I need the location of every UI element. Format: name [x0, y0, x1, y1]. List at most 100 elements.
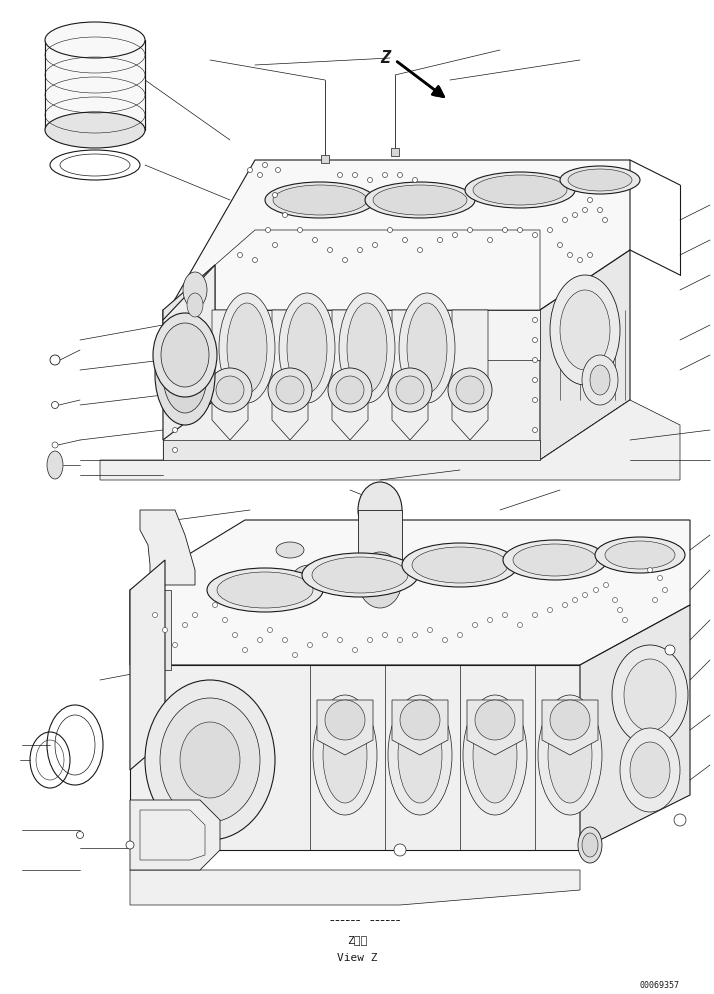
- Circle shape: [665, 645, 675, 655]
- Ellipse shape: [265, 182, 375, 218]
- Ellipse shape: [187, 293, 203, 317]
- Polygon shape: [540, 250, 630, 460]
- Circle shape: [258, 637, 263, 642]
- Circle shape: [583, 208, 588, 213]
- Ellipse shape: [325, 700, 365, 740]
- Polygon shape: [100, 400, 680, 480]
- Ellipse shape: [578, 827, 602, 863]
- Circle shape: [52, 442, 58, 448]
- Polygon shape: [452, 310, 488, 440]
- Ellipse shape: [560, 166, 640, 194]
- Circle shape: [338, 637, 343, 642]
- Ellipse shape: [183, 272, 207, 308]
- Ellipse shape: [595, 537, 685, 573]
- Circle shape: [313, 238, 318, 243]
- Circle shape: [308, 642, 313, 647]
- Ellipse shape: [624, 659, 676, 731]
- Ellipse shape: [475, 700, 515, 740]
- Circle shape: [653, 597, 658, 602]
- Polygon shape: [580, 605, 690, 850]
- Ellipse shape: [399, 293, 455, 403]
- Ellipse shape: [412, 547, 508, 583]
- Circle shape: [293, 652, 298, 657]
- Bar: [45, 40, 145, 130]
- Ellipse shape: [620, 728, 680, 812]
- Circle shape: [413, 632, 418, 637]
- Ellipse shape: [313, 695, 377, 815]
- Ellipse shape: [145, 680, 275, 840]
- Ellipse shape: [568, 169, 632, 191]
- Ellipse shape: [294, 565, 326, 585]
- Ellipse shape: [463, 695, 527, 815]
- Circle shape: [268, 627, 273, 632]
- Circle shape: [533, 358, 538, 363]
- Circle shape: [353, 173, 358, 178]
- Ellipse shape: [216, 376, 244, 404]
- Ellipse shape: [550, 275, 620, 385]
- Circle shape: [273, 243, 278, 248]
- Ellipse shape: [605, 541, 675, 569]
- Circle shape: [238, 252, 243, 257]
- Circle shape: [173, 353, 178, 358]
- Circle shape: [573, 213, 578, 218]
- Polygon shape: [130, 560, 165, 770]
- Circle shape: [533, 378, 538, 383]
- Ellipse shape: [47, 451, 63, 479]
- Ellipse shape: [612, 645, 688, 745]
- Circle shape: [283, 213, 288, 218]
- Ellipse shape: [336, 376, 364, 404]
- Circle shape: [613, 597, 618, 602]
- Circle shape: [533, 338, 538, 343]
- Circle shape: [50, 355, 60, 365]
- Ellipse shape: [155, 325, 215, 425]
- Ellipse shape: [465, 172, 575, 208]
- Polygon shape: [542, 700, 598, 755]
- Circle shape: [558, 243, 563, 248]
- Ellipse shape: [207, 568, 323, 612]
- Circle shape: [603, 218, 608, 223]
- Polygon shape: [130, 665, 580, 850]
- Ellipse shape: [219, 293, 275, 403]
- Circle shape: [578, 257, 583, 262]
- Circle shape: [533, 317, 538, 322]
- Circle shape: [183, 622, 188, 627]
- Circle shape: [368, 178, 373, 183]
- Polygon shape: [130, 800, 220, 870]
- Circle shape: [598, 208, 603, 213]
- Polygon shape: [215, 310, 540, 360]
- Circle shape: [503, 612, 508, 617]
- Ellipse shape: [45, 22, 145, 58]
- Circle shape: [533, 233, 538, 238]
- Ellipse shape: [276, 542, 304, 558]
- Circle shape: [223, 617, 228, 622]
- Polygon shape: [212, 310, 248, 440]
- Text: Z　視: Z 視: [347, 935, 367, 945]
- Circle shape: [328, 248, 333, 252]
- Polygon shape: [163, 440, 540, 460]
- Circle shape: [563, 218, 568, 223]
- Polygon shape: [392, 700, 448, 755]
- Circle shape: [453, 233, 458, 238]
- Circle shape: [398, 637, 403, 642]
- Circle shape: [533, 398, 538, 403]
- Circle shape: [583, 592, 588, 597]
- Ellipse shape: [400, 700, 440, 740]
- Polygon shape: [163, 310, 540, 460]
- Ellipse shape: [448, 368, 492, 412]
- Ellipse shape: [268, 368, 312, 412]
- Ellipse shape: [396, 376, 424, 404]
- Ellipse shape: [328, 368, 372, 412]
- Ellipse shape: [538, 695, 602, 815]
- Polygon shape: [272, 310, 308, 440]
- Ellipse shape: [273, 185, 367, 215]
- Circle shape: [298, 228, 303, 233]
- Ellipse shape: [358, 552, 402, 608]
- Bar: [391, 148, 399, 156]
- Circle shape: [398, 173, 403, 178]
- Ellipse shape: [365, 182, 475, 218]
- Ellipse shape: [388, 695, 452, 815]
- Circle shape: [428, 627, 433, 632]
- Ellipse shape: [276, 376, 304, 404]
- Polygon shape: [140, 510, 195, 585]
- Ellipse shape: [161, 323, 209, 387]
